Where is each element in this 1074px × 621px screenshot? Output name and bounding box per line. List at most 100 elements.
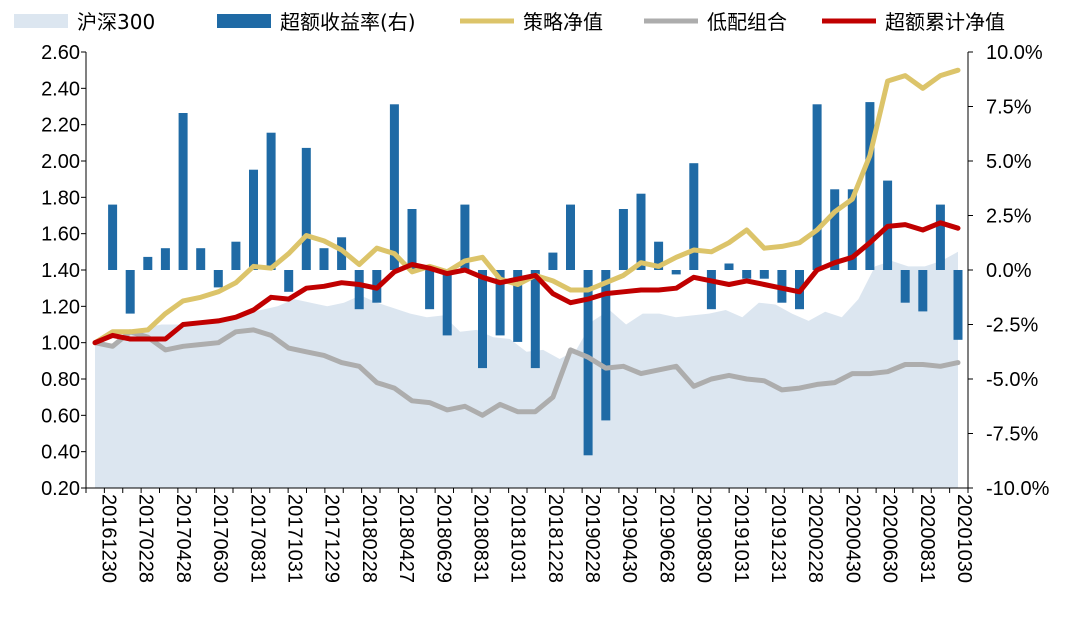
right-tick-label: -10.0% — [986, 478, 1050, 500]
excess-return-bar — [812, 104, 822, 270]
x-tick-label: 20200831 — [916, 494, 938, 583]
excess-return-bar — [178, 113, 188, 270]
left-tick-label: 0.60 — [41, 405, 80, 427]
excess-return-bar — [900, 270, 910, 303]
excess-return-bar — [530, 270, 540, 369]
excess-return-bar — [284, 270, 294, 292]
right-tick-label: -2.5% — [986, 315, 1038, 337]
legend: 沪深300 超额收益率(右) 策略净值 低配组合 超额累计净值 — [14, 10, 1005, 34]
excess-return-bar — [759, 270, 769, 279]
excess-return-bar — [583, 270, 593, 456]
x-tick-label: 20190628 — [655, 494, 677, 583]
excess-return-bar — [231, 241, 241, 270]
right-tick-label: 0.0% — [986, 260, 1032, 282]
left-tick-label: 2.20 — [41, 115, 80, 137]
legend-item-strategy-nav: 策略净值 — [460, 10, 603, 34]
left-tick-label: 2.00 — [41, 151, 80, 173]
excess-return-bar — [847, 189, 857, 270]
excess-return-bar — [495, 270, 505, 336]
right-tick-label: 7.5% — [986, 97, 1032, 119]
x-tick-label: 20170228 — [135, 494, 157, 583]
line-layer — [92, 67, 961, 418]
legend-swatch — [14, 14, 68, 28]
excess-return-bar — [301, 147, 311, 270]
excess-return-bar — [143, 256, 153, 270]
right-tick-label: 5.0% — [986, 151, 1032, 173]
excess-return-bar — [389, 104, 399, 270]
legend-swatch — [217, 14, 271, 28]
left-tick-label: 1.40 — [41, 260, 80, 282]
excess-return-bar — [196, 248, 206, 270]
excess-return-bar — [108, 204, 118, 270]
x-tick-label: 20180629 — [432, 494, 454, 583]
legend-label: 超额收益率(右) — [280, 10, 416, 34]
excess-return-bar — [618, 209, 628, 270]
excess-return-bar — [548, 252, 558, 270]
x-tick-label: 20161230 — [98, 494, 120, 583]
x-tick-label: 20190830 — [693, 494, 715, 583]
x-tick-label: 20171229 — [321, 494, 343, 583]
x-tick-label: 20201030 — [953, 494, 975, 583]
left-tick-label: 0.80 — [41, 369, 80, 391]
left-tick-label: 1.80 — [41, 187, 80, 209]
excess-return-bar — [407, 209, 417, 270]
excess-return-bar — [654, 241, 664, 270]
excess-return-bar — [266, 132, 276, 270]
excess-return-bar — [742, 270, 752, 279]
x-tick-label: 20181228 — [544, 494, 566, 583]
excess-return-bar — [724, 263, 734, 270]
excess-return-bar — [513, 270, 523, 342]
x-tick-label: 20191231 — [767, 494, 789, 583]
excess-return-bar — [249, 169, 258, 270]
excess-return-bar — [337, 237, 347, 270]
axes-layer: 0.20 0.40 0.60 0.80 1.00 1.20 1.40 1.60 1.80 2.00… — [41, 42, 1050, 583]
excess-return-bar — [160, 248, 170, 270]
legend-item-hs300: 沪深300 — [14, 10, 155, 34]
right-tick-label: -7.5% — [986, 424, 1038, 446]
x-tick-label: 20191031 — [730, 494, 752, 583]
excess-return-bar — [213, 270, 223, 288]
excess-return-bar — [460, 204, 470, 270]
x-tick-label: 20190228 — [581, 494, 603, 583]
x-tick-label: 20190430 — [618, 494, 640, 583]
legend-item-cumulative-excess: 超额累计净值 — [822, 10, 1005, 34]
excess-return-bar — [478, 270, 487, 369]
legend-label: 策略净值 — [523, 10, 603, 34]
left-tick-label: 1.60 — [41, 224, 80, 246]
left-tick-label: 1.20 — [41, 296, 80, 318]
excess-return-bar — [830, 189, 840, 270]
excess-return-bar — [671, 270, 681, 275]
hs300-area — [95, 251, 958, 488]
excess-return-bar — [566, 204, 575, 270]
right-tick-label: 10.0% — [986, 42, 1043, 64]
strategy-nav-line — [92, 67, 961, 346]
x-tick-label: 20170831 — [246, 494, 268, 583]
excess-return-bar — [935, 204, 945, 270]
x-tick-label: 20200228 — [804, 494, 826, 583]
excess-return-bar — [442, 270, 452, 336]
underweight-portfolio-line — [92, 327, 961, 418]
x-tick-label: 20181031 — [507, 494, 529, 583]
excess-return-bar — [865, 102, 875, 270]
excess-return-bar — [918, 270, 928, 312]
cumulative-excess-nav-line — [92, 220, 961, 346]
legend-label: 沪深300 — [77, 10, 155, 34]
x-tick-label: 20170428 — [172, 494, 194, 583]
area-layer — [95, 251, 958, 488]
x-tick-label: 20171031 — [284, 494, 306, 583]
legend-item-underweight: 低配组合 — [644, 10, 787, 34]
excess-return-bar — [953, 270, 963, 340]
legend-label: 超额累计净值 — [885, 10, 1005, 34]
x-tick-label: 20200430 — [841, 494, 863, 583]
excess-return-bar — [601, 270, 611, 421]
excess-return-bar — [125, 270, 135, 314]
x-tick-label: 20170630 — [209, 494, 231, 583]
x-tick-label: 20180831 — [470, 494, 492, 583]
left-tick-label: 2.60 — [41, 42, 80, 64]
bar-layer — [108, 102, 963, 456]
excess-return-bar — [689, 163, 699, 270]
legend-label: 低配组合 — [707, 10, 787, 34]
excess-return-bar — [706, 270, 716, 310]
